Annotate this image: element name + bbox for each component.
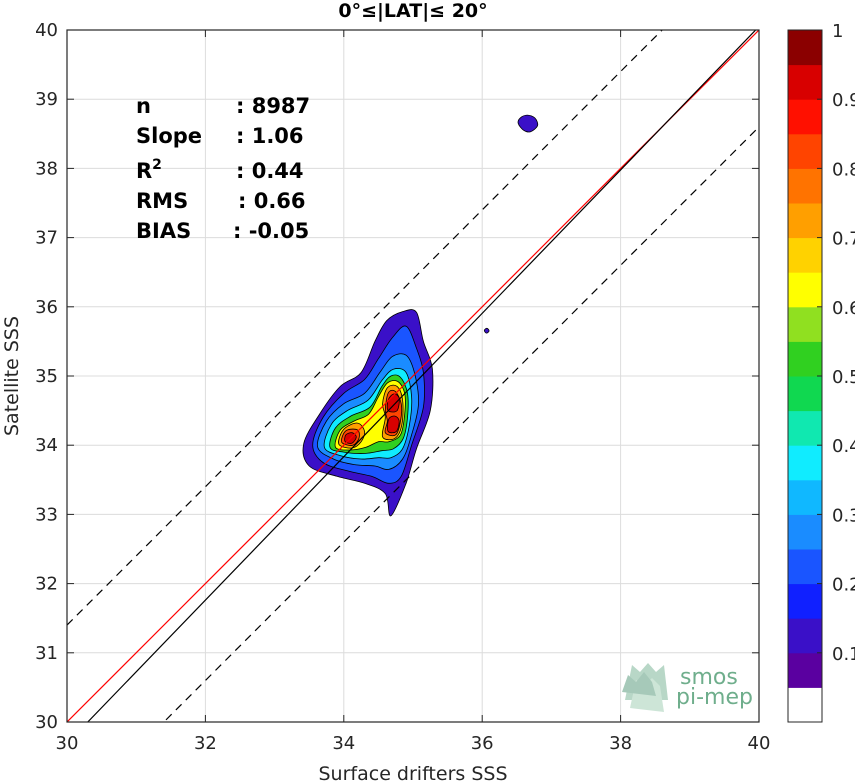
y-tick-label: 38 [35, 158, 58, 179]
logo-text-pimep: pi-mep [676, 685, 753, 710]
colorbar-tick-label: 1 [832, 21, 843, 42]
stat-label-r2: R2 [136, 157, 162, 183]
colorbar-tick-label: 0.7 [832, 229, 855, 250]
colorbar-segment [788, 272, 822, 308]
colorbar-segment [788, 514, 822, 550]
colorbar-tick-label: 0.3 [832, 505, 855, 526]
upper-bound-line [67, 30, 663, 626]
y-tick-label: 32 [35, 574, 58, 595]
colorbar-segment [788, 64, 822, 100]
stat-value-bias: : -0.05 [233, 219, 309, 243]
smos-pimep-logo: smos pi-mep [622, 663, 753, 712]
x-tick-label: 38 [609, 733, 632, 754]
colorbar-segment [788, 237, 822, 273]
density-contour [483, 327, 490, 334]
y-tick-label: 34 [35, 435, 58, 456]
stat-value-slope: : 1.06 [236, 124, 304, 148]
y-tick-label: 36 [35, 297, 58, 318]
y-tick-label: 37 [35, 228, 58, 249]
x-tick-label: 40 [748, 733, 771, 754]
colorbar-ticks: 0.1 0.2 0.3 0.4 0.5 0.6 0.7 0.8 0.9 1 [817, 21, 855, 665]
stat-value-r2: : 0.44 [236, 159, 304, 183]
y-tick-label: 31 [35, 643, 58, 664]
colorbar-segment [788, 583, 822, 619]
stat-label-rms: RMS [136, 189, 188, 213]
colorbar-tick-label: 0.2 [832, 575, 855, 596]
y-tick-label: 35 [35, 366, 58, 387]
colorbar-tick-label: 0.5 [832, 367, 855, 388]
y-axis: 30 31 32 33 34 35 36 37 38 39 40 [35, 20, 759, 733]
stat-label-bias: BIAS [136, 219, 191, 243]
y-tick-label: 33 [35, 504, 58, 525]
colorbar-segment [788, 479, 822, 515]
colorbar-segment [788, 410, 822, 446]
chart-title: 0°≤|LAT|≤ 20° [338, 0, 487, 22]
x-tick-label: 34 [332, 733, 355, 754]
colorbar-segment [788, 687, 822, 723]
y-tick-label: 30 [35, 712, 58, 733]
colorbar-tick-label: 0.8 [832, 159, 855, 180]
stat-value-n: : 8987 [236, 94, 310, 118]
colorbar [788, 30, 822, 723]
colorbar-segment [788, 203, 822, 239]
colorbar-tick-label: 0.9 [832, 90, 855, 111]
colorbar-segment [788, 99, 822, 135]
reference-lines [67, 30, 759, 722]
colorbar-segment [788, 341, 822, 377]
logo-text-smos: smos [680, 665, 738, 690]
logo-wave-icon [622, 663, 668, 712]
regression-line [87, 30, 757, 722]
colorbar-segment [788, 376, 822, 412]
colorbar-segment [788, 549, 822, 585]
density-contours [302, 114, 539, 517]
colorbar-segment [788, 168, 822, 204]
x-axis: 30 32 34 36 38 40 [56, 30, 771, 754]
colorbar-segment [788, 30, 822, 66]
stat-label-n: n [136, 94, 151, 118]
stat-label-slope: Slope [136, 124, 202, 148]
x-tick-label: 32 [194, 733, 217, 754]
colorbar-segment [788, 652, 822, 688]
x-tick-label: 30 [56, 733, 79, 754]
colorbar-segment [788, 445, 822, 481]
y-tick-label: 40 [35, 20, 58, 41]
stats-block: n : 8987 Slope : 1.06 R2 : 0.44 RMS : 0.… [136, 94, 310, 243]
density-contour [387, 415, 400, 434]
colorbar-tick-label: 0.1 [832, 644, 855, 665]
colorbar-tick-label: 0.4 [832, 436, 855, 457]
stat-label-r: R [136, 159, 152, 183]
stat-value-rms: : 0.66 [238, 189, 306, 213]
colorbar-tick-label: 0.6 [832, 298, 855, 319]
y-tick-label: 39 [35, 89, 58, 110]
stat-label-r-sup: 2 [152, 157, 162, 173]
density-contour [517, 114, 539, 133]
x-tick-label: 36 [471, 733, 494, 754]
y-axis-label: Satellite SSS [1, 316, 23, 436]
colorbar-segment [788, 306, 822, 342]
colorbar-segment [788, 618, 822, 654]
colorbar-segment [788, 133, 822, 169]
lower-bound-line [163, 126, 759, 722]
x-axis-label: Surface drifters SSS [319, 763, 508, 784]
